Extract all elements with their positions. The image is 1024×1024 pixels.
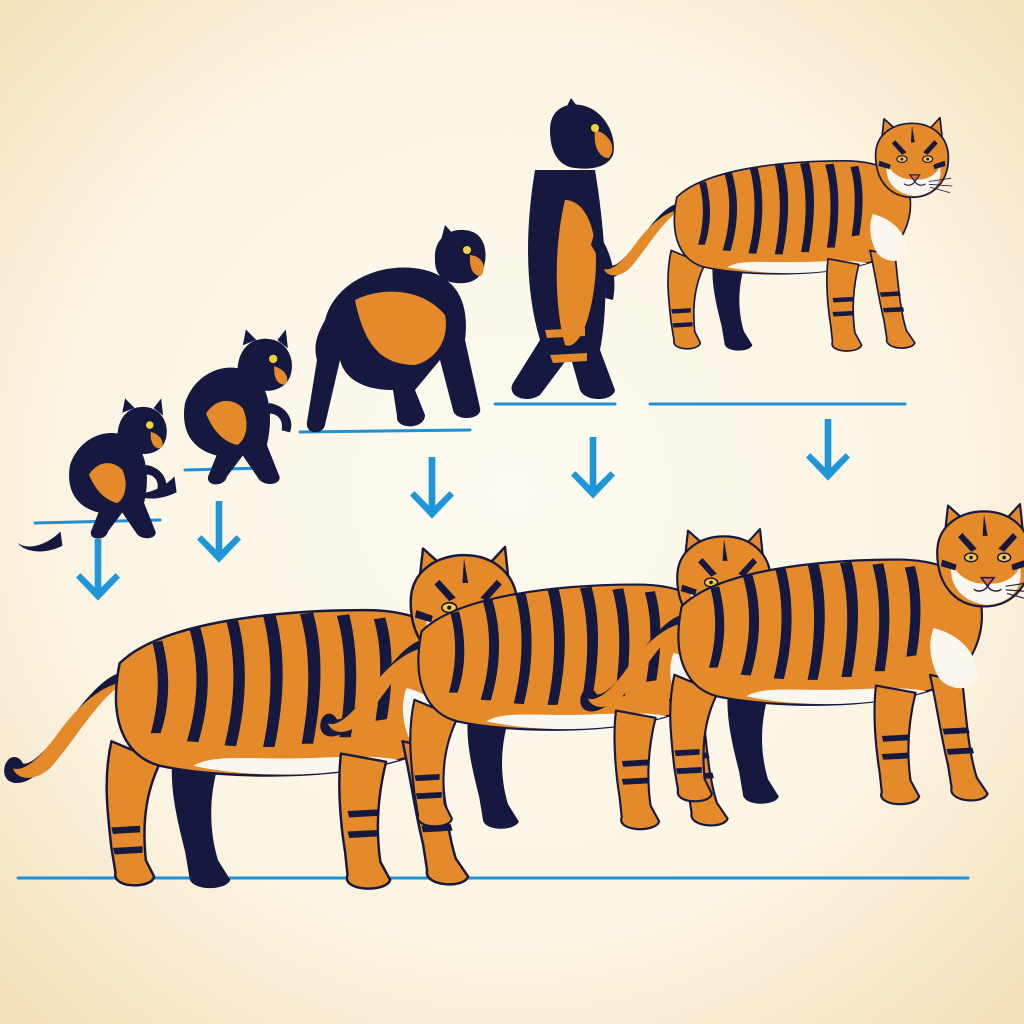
- top-row: [17, 98, 954, 552]
- stage-4-upright-form: [511, 98, 615, 400]
- stage-3-dark-quadruped: [306, 225, 486, 433]
- ground-lines: [16, 402, 970, 880]
- ground-line-top-3: [298, 428, 472, 434]
